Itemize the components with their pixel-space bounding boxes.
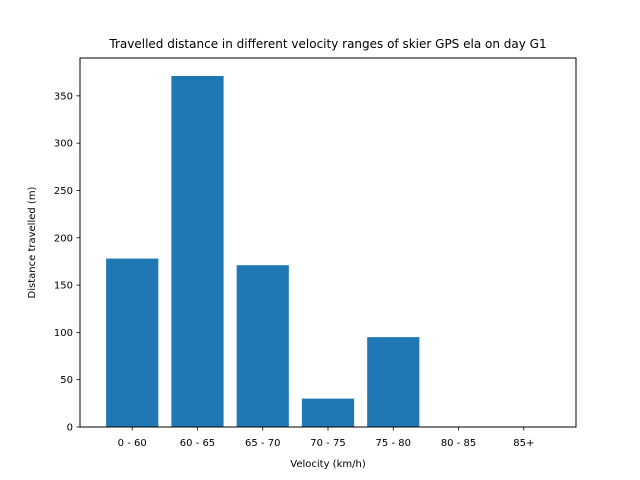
x-tick-label: 80 - 85 <box>441 438 476 449</box>
y-tick-label: 250 <box>54 186 73 197</box>
x-axis-ticks: 0 - 60 60 - 65 65 - 70 70 - 75 75 - 80 80 - 8… <box>118 427 534 449</box>
y-tick-label: 200 <box>54 233 73 244</box>
x-tick-label: 75 - 80 <box>376 438 411 449</box>
y-tick-label: 0 <box>67 423 73 434</box>
y-tick-label: 50 <box>60 375 73 386</box>
bar-60-65 <box>171 75 224 427</box>
plot-frame <box>79 57 577 428</box>
y-axis-ticks: 0 50 100 150 200 250 300 350 <box>54 91 80 434</box>
y-tick-label: 100 <box>54 328 73 339</box>
bars-group <box>106 75 420 427</box>
x-tick-label: 0 - 60 <box>118 438 147 449</box>
bar-65-70 <box>236 265 289 427</box>
x-tick-label: 85+ <box>513 438 534 449</box>
bar-70-75 <box>301 398 355 427</box>
bar-75-80 <box>367 337 420 427</box>
y-tick-label: 150 <box>54 281 73 292</box>
x-axis-label: Velocity (km/h) <box>290 459 366 470</box>
y-axis-label: Distance travelled (m) <box>27 186 38 298</box>
x-tick-label: 65 - 70 <box>245 438 280 449</box>
x-tick-label: 60 - 65 <box>180 438 215 449</box>
x-tick-label: 70 - 75 <box>310 438 345 449</box>
y-tick-label: 300 <box>54 139 73 150</box>
y-tick-label: 350 <box>54 91 73 102</box>
bar-0-60 <box>106 258 159 427</box>
chart-title: Travelled distance in different velocity… <box>108 37 546 51</box>
